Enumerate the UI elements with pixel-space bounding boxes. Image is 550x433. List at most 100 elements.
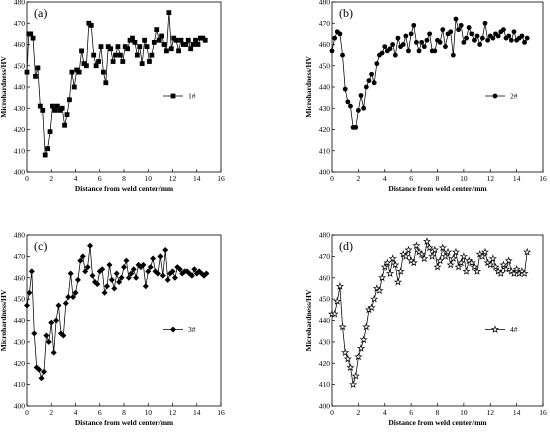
x-tick-label: 12 [169, 408, 177, 417]
y-axis-label: Microhardness/HV [304, 289, 313, 351]
data-point [443, 44, 448, 50]
data-point [486, 260, 495, 269]
data-point [53, 317, 60, 324]
data-point [88, 22, 94, 28]
x-axis-label: Distance from weld center/mm [388, 184, 487, 193]
data-point [346, 363, 355, 371]
legend-label: 1# [188, 92, 196, 101]
data-point [59, 105, 65, 111]
data-point [161, 42, 167, 47]
data-point [461, 39, 467, 45]
y-tick-label: 480 [14, 231, 26, 240]
y-tick-label: 420 [319, 125, 331, 134]
x-tick-label: 10 [145, 408, 153, 417]
x-tick-label: 8 [122, 174, 126, 183]
data-point [499, 260, 508, 269]
data-point [24, 302, 30, 309]
data-point [412, 241, 421, 250]
data-point [330, 309, 339, 318]
data-point [474, 33, 480, 39]
data-point [99, 266, 106, 273]
y-tick-label: 440 [319, 83, 331, 92]
y-tick-label: 450 [319, 61, 331, 70]
data-point [132, 39, 138, 45]
data-point [379, 50, 385, 56]
data-point [188, 272, 195, 279]
data-point [82, 268, 89, 275]
data-point [118, 274, 125, 281]
chart-panel: 0 2 4 6 8 10 12 14 16 400 410 420 430 440 450 460 470 480… [304, 0, 547, 193]
y-tick-label: 410 [319, 146, 331, 155]
x-tick-label: 16 [539, 408, 547, 417]
legend-label: 2# [510, 92, 518, 101]
data-point [374, 61, 380, 67]
x-tick-label: 6 [409, 174, 413, 183]
x-tick-label: 2 [49, 174, 53, 183]
legend-marker [490, 325, 500, 333]
data-point [202, 37, 208, 43]
x-tick-label: 4 [74, 408, 78, 417]
data-point [428, 252, 437, 260]
data-point [458, 22, 464, 28]
data-point [110, 59, 116, 64]
data-point [388, 254, 397, 262]
data-point [35, 65, 41, 71]
data-point [113, 52, 118, 58]
y-tick-label: 430 [319, 104, 331, 113]
data-point [482, 20, 488, 26]
data-point [343, 354, 352, 363]
data-point [188, 46, 194, 52]
data-point [355, 107, 361, 113]
y-tick-label: 410 [14, 146, 26, 155]
legend: 2# [485, 92, 518, 101]
x-tick-label: 0 [25, 174, 29, 183]
plot-frame [26, 1, 222, 173]
data-point [50, 349, 57, 356]
data-point [335, 282, 344, 290]
data-point [173, 37, 179, 43]
x-tick-label: 2 [357, 408, 361, 417]
data-point [122, 44, 128, 50]
data-point [40, 107, 46, 113]
data-point [164, 48, 169, 54]
legend: 1# [163, 92, 196, 101]
x-tick-label: 14 [513, 174, 521, 183]
data-point [520, 269, 529, 277]
data-point [383, 258, 392, 267]
data-point [393, 277, 402, 286]
x-tick-label: 8 [122, 408, 126, 417]
data-point [26, 289, 33, 296]
data-point [128, 270, 135, 277]
y-tick-label: 410 [319, 380, 331, 389]
data-point [48, 319, 55, 326]
plot-frame [331, 234, 544, 407]
y-tick-label: 450 [14, 295, 26, 304]
data-point [171, 274, 178, 281]
chart-panel: 0 2 4 6 8 10 12 14 16 400 410 420 430 440 450 460 470 480… [0, 231, 225, 428]
data-point [166, 10, 172, 16]
data-point [171, 35, 177, 41]
data-point [134, 52, 140, 58]
data-point [71, 84, 77, 90]
series-line [26, 12, 206, 156]
data-point [37, 103, 43, 109]
x-tick-label: 4 [383, 174, 387, 183]
x-tick-label: 2 [357, 174, 361, 183]
data-point [348, 103, 353, 109]
data-point [176, 48, 181, 54]
data-point [36, 366, 43, 373]
x-tick-label: 6 [98, 174, 102, 183]
x-tick-label: 8 [436, 174, 440, 183]
y-tick-label: 420 [14, 125, 26, 134]
data-point [159, 33, 164, 39]
x-tick-label: 16 [539, 174, 547, 183]
y-tick-label: 430 [319, 337, 331, 346]
data-point [382, 44, 388, 50]
data-point [432, 48, 438, 54]
data-point [185, 37, 191, 43]
data-point [409, 258, 418, 267]
data-point [337, 31, 343, 37]
data-point [57, 107, 63, 113]
x-tick-label: 12 [487, 174, 495, 183]
data-point [496, 269, 505, 277]
